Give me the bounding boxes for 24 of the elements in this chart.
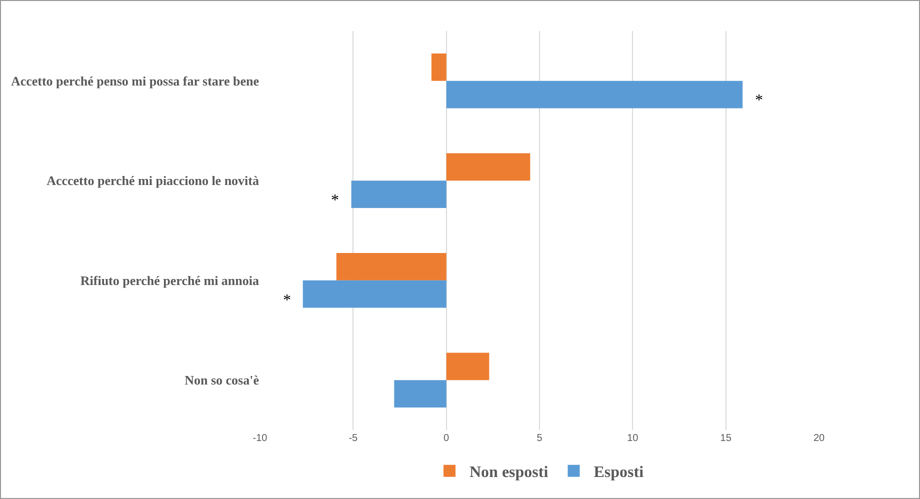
- annotation: *: [755, 92, 763, 109]
- legend-label: Non esposti: [470, 464, 549, 482]
- legend-label: Esposti: [594, 464, 644, 482]
- y-tick-label: Acccetto perché mi piacciono le novità: [46, 173, 260, 188]
- bar: [351, 180, 446, 208]
- annotation: *: [283, 292, 291, 309]
- bar: [394, 380, 446, 408]
- y-tick-label: Non so cosa'è: [184, 372, 260, 388]
- y-tick-label: Rifiuto perché perché mi annoia: [80, 272, 260, 288]
- annotation: *: [331, 192, 339, 209]
- x-tick-label: -10: [252, 433, 268, 444]
- bar: [446, 153, 530, 181]
- x-tick-label: 10: [627, 433, 639, 444]
- x-tick-label: 15: [720, 433, 732, 444]
- x-tick-label: 5: [536, 433, 543, 444]
- bar: [431, 53, 446, 81]
- bar: [302, 280, 446, 308]
- bar: [446, 352, 490, 380]
- bar: [336, 252, 446, 280]
- x-tick-label: 20: [813, 433, 825, 444]
- x-tick-label: -5: [348, 433, 358, 444]
- x-tick-label: 0: [444, 433, 450, 444]
- y-tick-label: Accetto perché penso mi possa far stare bene: [10, 73, 260, 88]
- bar: [446, 80, 743, 108]
